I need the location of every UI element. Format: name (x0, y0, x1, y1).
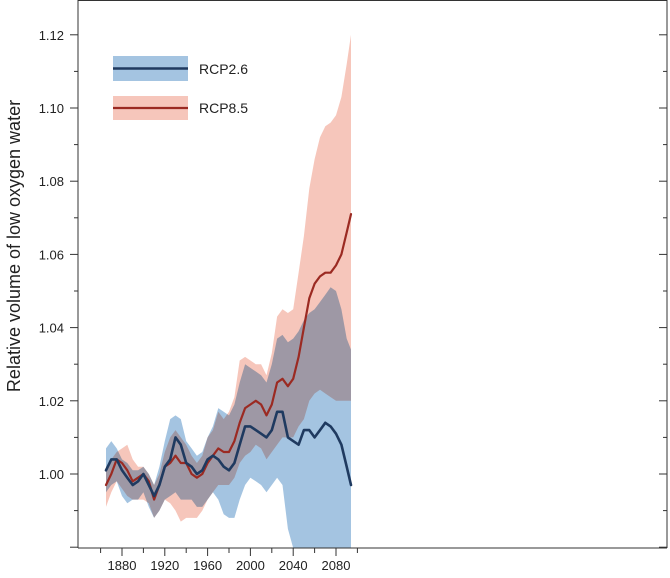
y-axis-title: Relative volume of low oxygen water (4, 100, 24, 392)
y-tick-label: 1.08 (39, 174, 64, 189)
line-rcp26 (104, 410, 353, 498)
uncertainty-bands (106, 34, 351, 548)
y-tick-label: 1.04 (39, 321, 64, 336)
series-lines (104, 213, 353, 501)
x-tick-label: 2000 (236, 558, 265, 573)
x-tick-label: 1880 (108, 558, 137, 573)
x-tick-label: 1960 (193, 558, 222, 573)
legend: RCP2.6 RCP8.5 (113, 56, 248, 120)
x-tick-label: 2040 (279, 558, 308, 573)
band-rcp26 (106, 287, 351, 548)
y-tick-label: 1.10 (39, 101, 64, 116)
axes (77, 0, 668, 549)
y-tick-label: 1.02 (39, 394, 64, 409)
legend-label-rcp85: RCP8.5 (199, 100, 248, 116)
y-tick-label: 1.12 (39, 28, 64, 43)
y-axis-ticks: 1.00 1.02 1.04 1.06 1.08 1.10 1.12 (39, 28, 667, 548)
legend-label-rcp26: RCP2.6 (199, 61, 248, 77)
x-tick-label: 2080 (322, 558, 351, 573)
y-tick-label: 1.00 (39, 467, 64, 482)
y-tick-label: 1.06 (39, 247, 64, 262)
x-axis-ticks: 1880 1920 1960 2000 2040 2080 (100, 548, 358, 573)
x-tick-label: 1920 (150, 558, 179, 573)
